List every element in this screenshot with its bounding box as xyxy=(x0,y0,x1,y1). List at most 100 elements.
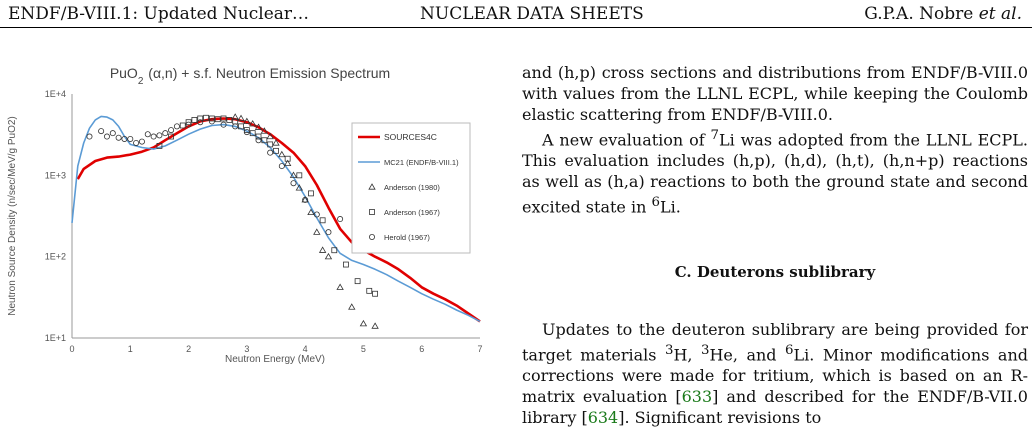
series-line-sources4c xyxy=(76,117,481,323)
y-tick-label: 1E+1 xyxy=(45,333,66,343)
anderson-1980-point xyxy=(243,117,251,125)
anderson-1980-point xyxy=(266,132,274,140)
y-tick-label: 1E+4 xyxy=(45,89,66,99)
anderson-1967-point xyxy=(208,115,215,122)
legend-box xyxy=(351,122,471,254)
anderson-1980-point xyxy=(371,322,379,329)
p3-sup-3: 6 xyxy=(785,342,794,358)
anderson-1980-point xyxy=(237,114,245,122)
anderson-1980-point xyxy=(307,208,315,216)
herold-1967-point xyxy=(278,163,285,170)
anderson-1967-point xyxy=(197,115,204,122)
x-tick-label: 2 xyxy=(186,344,191,354)
herold-1967-point xyxy=(267,149,274,156)
anderson-1967-point xyxy=(343,261,349,268)
x-axis-title: Neutron Energy (MeV) xyxy=(225,354,325,365)
p3-sup-1: 3 xyxy=(664,342,674,358)
herold-1967-point xyxy=(156,132,163,139)
legend-swatch xyxy=(369,209,375,215)
y-axis-title: Neutron Source Density (n/sec/MeV/g PuO2… xyxy=(7,116,18,316)
anderson-1967-point xyxy=(185,119,192,126)
header-et-al: et al. xyxy=(978,4,1022,24)
herold-1967-point xyxy=(115,134,122,141)
anderson-1967-point xyxy=(243,127,250,133)
anderson-1980-point xyxy=(272,139,280,146)
p3-text-c: He, and xyxy=(709,344,786,364)
anderson-1980-point xyxy=(248,120,257,127)
anderson-1980-point xyxy=(295,184,304,191)
legend-label: MC21 (ENDF/B-VIII.1) xyxy=(384,158,459,167)
herold-1967-point xyxy=(220,121,227,128)
x-tick-label: 1 xyxy=(128,344,133,354)
series-line-mc21 xyxy=(71,115,481,323)
herold-1967-point xyxy=(121,135,128,142)
anderson-1980-point xyxy=(348,303,356,310)
paragraph-1: and (h,p) cross sections and distributio… xyxy=(522,63,1028,124)
p3-text-e: ] and described for the ENDF/B-VII.0 lib… xyxy=(522,386,1028,427)
anderson-1967-point xyxy=(372,290,378,297)
anderson-1967-point xyxy=(238,123,244,130)
anderson-1967-point xyxy=(226,117,233,123)
p3-sup-2: 3 xyxy=(700,342,710,358)
anderson-1980-point xyxy=(301,196,309,203)
p2-text-b: Li was adopted from the LLNL ECPL. This … xyxy=(522,130,1028,217)
herold-1967-point xyxy=(127,135,134,142)
x-tick-label: 7 xyxy=(477,344,482,354)
anderson-1967-point xyxy=(214,116,221,123)
header-author-name: G.P.A. Nobre xyxy=(864,4,974,24)
anderson-1980-point xyxy=(318,246,327,253)
paragraph-3: Updates to the deuteron sublibrary are b… xyxy=(522,319,1028,428)
herold-1967-point xyxy=(150,133,157,140)
herold-1967-point xyxy=(86,133,93,140)
paragraph-2: A new evaluation of 7Li was adopted from… xyxy=(522,125,1028,218)
anderson-1967-point xyxy=(191,117,198,123)
herold-1967-point xyxy=(197,119,204,126)
anderson-1967-point xyxy=(267,141,274,148)
herold-1967-point xyxy=(255,137,262,144)
x-tick-label: 3 xyxy=(244,344,249,354)
y-tick-label: 1E+2 xyxy=(45,252,66,262)
herold-1967-point xyxy=(325,229,332,236)
legend-label: Anderson (1980) xyxy=(384,183,440,192)
herold-1967-point xyxy=(109,130,116,137)
anderson-1967-point xyxy=(203,114,209,121)
plot-area: 0 1 2 3 4 5 6 7 1E+1 1E+2 1E+3 1E+4 xyxy=(45,89,483,354)
anderson-1967-point xyxy=(249,130,256,137)
anderson-1980-point xyxy=(254,123,263,130)
header-rule xyxy=(0,27,1032,28)
legend-label: SOURCES4C xyxy=(384,132,437,142)
y-tick-label: 1E+3 xyxy=(45,170,66,180)
x-tick-label: 6 xyxy=(419,344,424,354)
herold-1967-point xyxy=(302,196,309,203)
anderson-1980-point xyxy=(283,159,292,167)
p2-sup-1: 7 xyxy=(710,128,719,143)
y-axis-title-text: Neutron Source Density (n/sec/MeV/g PuO2… xyxy=(7,116,18,316)
chart-legend: SOURCES4C MC21 (ENDF/B-VIII.1) Anderson (1… xyxy=(351,122,471,254)
herold-1967-point xyxy=(168,127,175,134)
header-journal-name: NUCLEAR DATA SHEETS xyxy=(420,4,644,24)
anderson-1980-point xyxy=(336,283,344,290)
herold-1967-point xyxy=(243,129,250,136)
text-column: and (h,p) cross sections and distributio… xyxy=(522,62,1028,428)
herold-1967-point xyxy=(133,139,140,146)
anderson-1967-point xyxy=(354,278,361,285)
anderson-1967-point xyxy=(255,133,262,140)
p2-text-c: Li. xyxy=(659,197,681,217)
p3-text-b: H, xyxy=(673,344,701,364)
citation-633[interactable]: 633 xyxy=(681,386,713,406)
anderson-1980-point xyxy=(278,150,286,158)
citation-634[interactable]: 634 xyxy=(587,407,619,427)
legend-label: Anderson (1967) xyxy=(384,208,440,217)
herold-1967-point xyxy=(290,180,297,187)
herold-1967-point xyxy=(138,138,145,145)
herold-1967-point xyxy=(103,133,110,140)
running-header: ENDF/B-VIII.1: Updated Nuclear… NUCLEAR … xyxy=(0,0,1032,30)
anderson-1967-point xyxy=(296,172,303,179)
herold-1967-point xyxy=(98,128,105,135)
emission-spectrum-chart: PuO2 (α,n) + s.f. Neutron Emission Spect… xyxy=(7,65,483,365)
anderson-1967-point xyxy=(261,137,268,144)
x-tick-label: 4 xyxy=(303,344,308,354)
header-authors: G.P.A. Nobre et al. xyxy=(864,4,1022,24)
chart-title: PuO2 (α,n) + s.f. Neutron Emission Spect… xyxy=(110,65,390,87)
legend-swatch xyxy=(368,233,375,240)
